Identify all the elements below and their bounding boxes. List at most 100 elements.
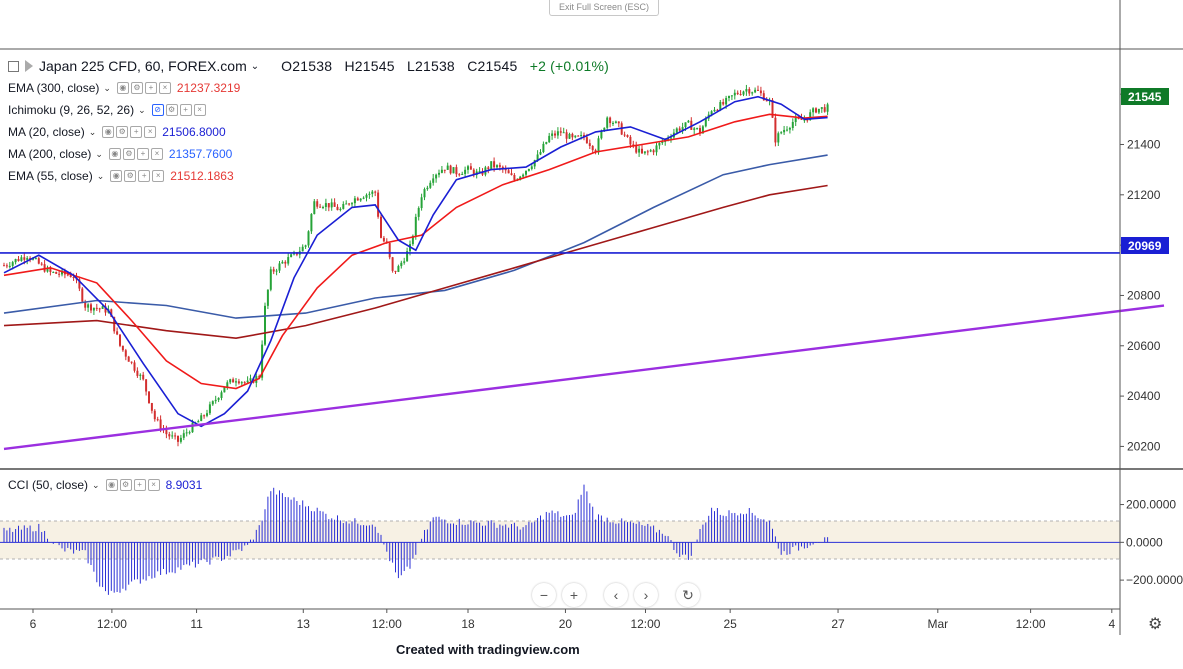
candle-body	[92, 307, 95, 311]
time-tick-label: 12:00	[372, 617, 402, 631]
candle-body	[374, 191, 377, 193]
candle-body	[585, 137, 588, 144]
candle-body	[246, 380, 249, 383]
zoom-in-button[interactable]: +	[562, 583, 586, 607]
plus-icon[interactable]: +	[144, 82, 157, 94]
candle-body	[119, 334, 121, 346]
hidden-eye-icon[interactable]: ⊘	[151, 104, 164, 116]
chevron-down-icon[interactable]: ⌄	[88, 126, 97, 137]
indicator-name: EMA (300, close)	[8, 81, 100, 95]
candle-body	[774, 117, 777, 143]
gear-icon[interactable]: ⚙	[130, 82, 143, 94]
candle-body	[612, 122, 614, 124]
hline-price-tag	[1121, 237, 1169, 254]
gear-icon[interactable]: ⚙	[116, 126, 129, 138]
plus-icon[interactable]: +	[179, 104, 192, 116]
candle-body	[95, 307, 98, 309]
candle-body	[90, 304, 92, 311]
zoom-out-button[interactable]: −	[532, 583, 556, 607]
candle-body	[542, 143, 545, 153]
candle-body	[171, 435, 174, 437]
eye-icon[interactable]: ◉	[116, 82, 129, 94]
settings-gear-icon[interactable]: ⚙	[1148, 616, 1163, 633]
candle-body	[757, 89, 759, 91]
indicator-legend-ma200[interactable]: MA (200, close) ⌄ ◉ ⚙ + × 21357.7600	[8, 147, 232, 161]
chevron-down-icon[interactable]: ⌄	[103, 82, 111, 93]
candle-body	[626, 135, 629, 137]
time-axis[interactable]: 6 12:00 11 13 12:00 18 20 12:00 25 27 Mar 12:00 4	[30, 609, 1116, 631]
chevron-down-icon[interactable]: ⌄	[92, 479, 100, 490]
gear-icon[interactable]: ⚙	[165, 104, 178, 116]
close-icon[interactable]: ×	[147, 479, 160, 491]
candle-body	[684, 122, 687, 128]
indicator-legend-ichimoku[interactable]: Ichimoku (9, 26, 52, 26) ⌄ ⊘ ⚙ + ×	[8, 103, 212, 117]
candle-body	[200, 415, 203, 422]
cci-histogram	[0, 484, 1120, 595]
price-tick-label: 20600	[1127, 339, 1161, 353]
indicator-legend-ema55[interactable]: EMA (55, close) ⌄ ◉ ⚙ + × 21512.1863	[8, 169, 234, 183]
time-tick-label: 12:00	[630, 617, 660, 631]
cci-band	[0, 521, 1120, 559]
indicator-legend-ema300[interactable]: EMA (300, close) ⌄ ◉ ⚙ + × 21237.3219	[8, 81, 240, 95]
plus-icon[interactable]: +	[133, 479, 146, 491]
candle-body	[643, 151, 646, 154]
plus-icon[interactable]: +	[138, 170, 151, 182]
close-icon[interactable]: ×	[193, 104, 206, 116]
indicator-legend-cci[interactable]: CCI (50, close) ⌄ ◉ ⚙ + × 8.9031	[8, 478, 202, 492]
gear-icon[interactable]: ⚙	[122, 148, 135, 160]
candle-body	[58, 273, 61, 275]
candlestick-series	[3, 84, 829, 447]
candle-body	[217, 397, 220, 400]
eye-icon[interactable]: ◉	[105, 479, 118, 491]
eye-icon[interactable]: ◉	[110, 170, 123, 182]
gear-icon[interactable]: ⚙	[119, 479, 132, 491]
candle-body	[733, 92, 736, 96]
candle-body	[687, 120, 690, 123]
indicator-legend-ma20[interactable]: MA (20, close) ⌄ ◉ ⚙ + × 21506.8000	[8, 125, 226, 139]
candle-body	[652, 150, 655, 153]
candle-body	[432, 178, 435, 183]
candle-body	[240, 382, 243, 384]
price-tick-label: 20200	[1127, 439, 1161, 453]
scroll-right-button[interactable]: ›	[634, 583, 658, 607]
gear-icon[interactable]: ⚙	[124, 170, 137, 182]
plus-icon[interactable]: +	[136, 148, 149, 160]
close-icon[interactable]: ×	[158, 82, 171, 94]
candle-body	[588, 143, 591, 146]
plus-icon[interactable]: +	[130, 126, 143, 138]
candle-body	[467, 166, 469, 170]
eye-icon[interactable]: ◉	[108, 148, 121, 160]
chevron-down-icon[interactable]: ⌄	[96, 170, 105, 181]
close-icon[interactable]: ×	[152, 170, 165, 182]
close-icon[interactable]: ×	[150, 148, 163, 160]
candle-body	[754, 89, 757, 93]
time-tick-label: 18	[461, 617, 475, 631]
candle-body	[606, 117, 609, 128]
chevron-down-icon[interactable]: ⌄	[250, 60, 260, 72]
time-tick-label: 25	[723, 617, 737, 631]
candle-body	[527, 168, 530, 171]
candle-body	[168, 434, 171, 437]
exit-full-screen-button[interactable]: Exit Full Screen (ESC)	[549, 0, 659, 16]
candle-body	[559, 131, 562, 133]
chevron-down-icon[interactable]: ⌄	[138, 104, 146, 115]
close-icon[interactable]: ×	[144, 126, 157, 138]
candle-body	[449, 165, 452, 174]
candle-body	[464, 169, 467, 174]
symbol-name[interactable]: Japan 225 CFD, 60, FOREX.com	[39, 58, 247, 74]
candle-body	[510, 173, 513, 176]
reset-chart-button[interactable]: ↻	[676, 583, 700, 607]
close-value: C21545	[467, 58, 518, 74]
candle-body	[397, 266, 400, 272]
chevron-down-icon[interactable]: ⌄	[95, 148, 103, 159]
candle-body	[403, 261, 406, 263]
time-tick-label: 13	[297, 617, 311, 631]
candle-body	[568, 133, 571, 139]
scroll-left-button[interactable]: ‹	[604, 583, 628, 607]
collapse-icon[interactable]	[8, 60, 19, 72]
candle-body	[681, 127, 684, 131]
trendline[interactable]	[3, 304, 1165, 451]
eye-icon[interactable]: ◉	[102, 126, 115, 138]
candle-body	[313, 201, 316, 215]
